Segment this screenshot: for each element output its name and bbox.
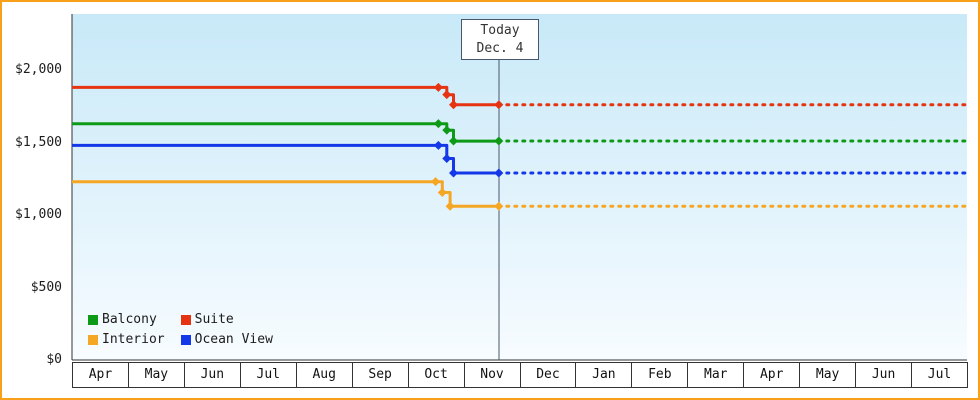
series-marker-suite — [433, 82, 443, 92]
legend-item-suite: Suite — [180, 312, 273, 327]
series-solid-interior — [72, 180, 499, 208]
x-axis-month-cell: Dec — [519, 362, 577, 388]
y-axis-tick-label: $1,000 — [15, 207, 62, 222]
x-axis-month-cell: Nov — [463, 362, 521, 388]
y-axis-tick-label: $2,000 — [15, 62, 62, 77]
series-marker-balcony — [448, 136, 458, 146]
legend-item-ocean-view: Ocean View — [180, 332, 273, 347]
legend-swatch-icon — [88, 334, 98, 345]
today-marker-label: Today Dec. 4 — [461, 19, 539, 60]
x-axis-month-cell: May — [127, 362, 185, 388]
series-marker-balcony — [433, 119, 443, 129]
x-axis-month-cell: May — [799, 362, 857, 388]
legend-label: Balcony — [102, 312, 157, 327]
series-marker-interior — [437, 188, 447, 198]
today-label: Today — [480, 22, 520, 38]
plot-area — [72, 14, 967, 360]
legend-item-balcony: Balcony — [88, 312, 165, 327]
series-solid-suite — [72, 85, 499, 107]
x-axis-month-cell: Oct — [407, 362, 465, 388]
legend-item-interior: Interior — [88, 332, 165, 347]
y-axis-tick-label: $500 — [30, 279, 62, 295]
series-marker-ocean-view — [433, 140, 443, 150]
series-solid-ocean-view — [72, 143, 499, 175]
x-axis-month-cell: Jul — [911, 362, 968, 388]
x-axis-months: Apr May Jun Jul Aug Sep Oct Nov Dec Jan Feb Mar Apr M… — [72, 362, 968, 388]
series-marker-ocean-view — [448, 168, 458, 178]
series-marker-interior — [431, 177, 441, 187]
legend-label: Interior — [102, 332, 165, 347]
legend-swatch-icon — [88, 314, 98, 325]
x-axis-month-cell: Sep — [351, 362, 409, 388]
legend-swatch-icon — [180, 314, 191, 325]
today-date: Dec. 4 — [476, 40, 524, 56]
series-marker-interior — [494, 201, 504, 211]
series-marker-balcony — [494, 136, 504, 146]
series-marker-ocean-view — [442, 153, 452, 163]
x-axis-month-cell: Jun — [183, 362, 241, 388]
x-axis-month-cell: Feb — [631, 362, 689, 388]
legend: Balcony Suite Interior Ocean View — [88, 312, 273, 347]
x-axis-month-cell: Jun — [855, 362, 913, 388]
series-solid-balcony — [72, 122, 499, 143]
x-axis-month-cell: Mar — [687, 362, 745, 388]
x-axis-month-cell: Jul — [239, 362, 297, 388]
y-axis-tick-label: $1,500 — [15, 134, 62, 150]
series-marker-suite — [448, 100, 458, 110]
legend-label: Ocean View — [194, 332, 273, 347]
series-marker-ocean-view — [494, 168, 504, 178]
series-marker-balcony — [442, 125, 452, 135]
series-marker-interior — [445, 201, 455, 211]
x-axis-month-cell: Apr — [743, 362, 801, 388]
series-marker-suite — [494, 100, 504, 110]
x-axis-month-cell: Aug — [295, 362, 353, 388]
y-axis: $2,000 $1,500 $1,000 $500 $0 — [2, 2, 66, 398]
legend-label: Suite — [194, 312, 234, 327]
legend-swatch-icon — [180, 334, 191, 345]
x-axis-month-cell: Jan — [575, 362, 633, 388]
series-marker-suite — [442, 90, 452, 100]
x-axis-month-cell: Apr — [72, 362, 129, 388]
y-axis-tick-label: $0 — [46, 352, 62, 367]
